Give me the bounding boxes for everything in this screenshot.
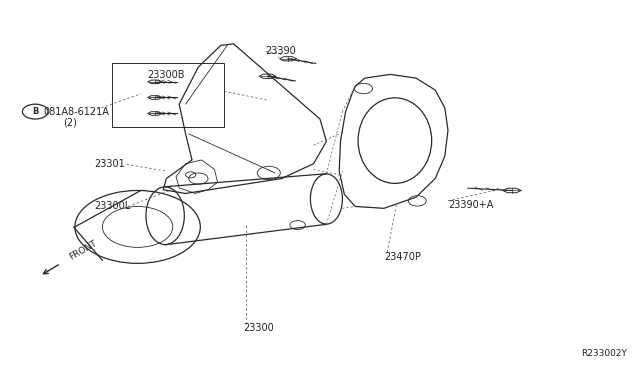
Text: 23300B: 23300B — [147, 70, 185, 80]
Text: (2): (2) — [63, 118, 77, 128]
Text: 23470P: 23470P — [384, 252, 421, 262]
Text: FRONT: FRONT — [67, 238, 98, 262]
Text: B: B — [32, 107, 38, 116]
Text: 23390+A: 23390+A — [448, 201, 493, 210]
Text: R233002Y: R233002Y — [581, 349, 627, 358]
Text: 23301: 23301 — [95, 160, 125, 169]
Text: 23300: 23300 — [243, 323, 274, 333]
Text: 23300L: 23300L — [95, 202, 131, 211]
Text: 081A8-6121A: 081A8-6121A — [44, 107, 109, 116]
Text: 23390: 23390 — [266, 46, 296, 56]
